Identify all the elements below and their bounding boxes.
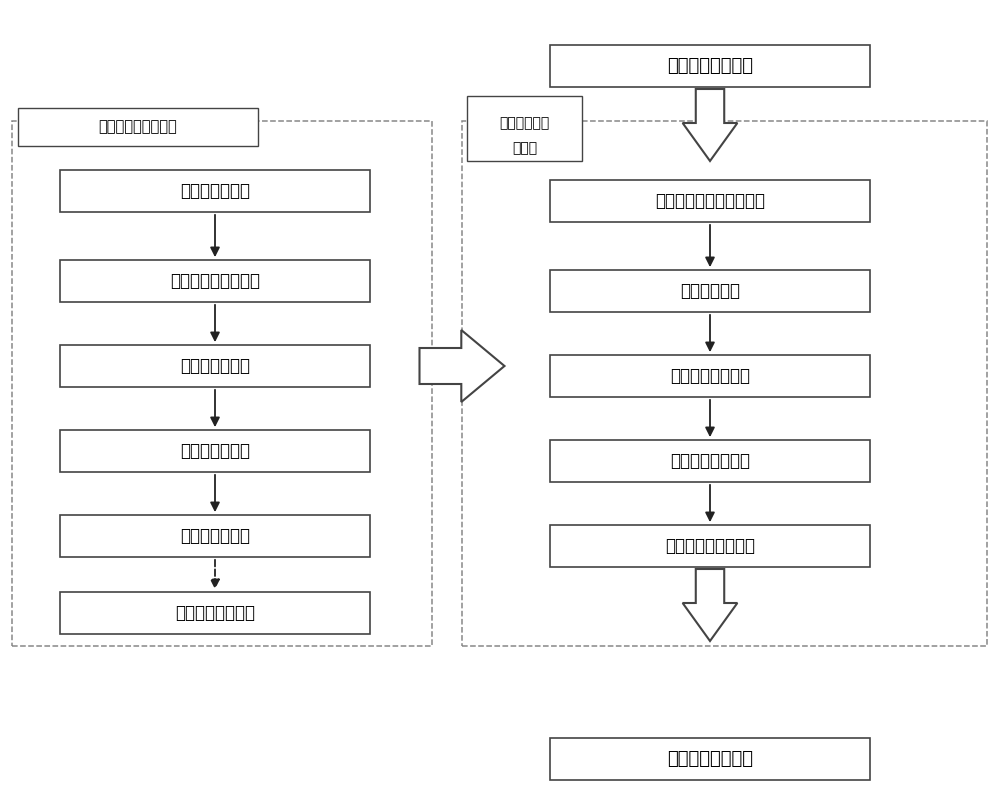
Bar bbox=[467, 96, 582, 161]
Text: 可用知识库更新: 可用知识库更新 bbox=[180, 527, 250, 545]
Bar bbox=[550, 525, 870, 567]
Text: 知识库版本升级: 知识库版本升级 bbox=[180, 442, 250, 460]
Polygon shape bbox=[683, 89, 737, 161]
Bar bbox=[60, 592, 370, 634]
Text: 重新抓取参考文献: 重新抓取参考文献 bbox=[175, 604, 255, 622]
Text: 知识库内容维护: 知识库内容维护 bbox=[180, 182, 250, 200]
Bar bbox=[550, 355, 870, 397]
Text: 知识库版本审核: 知识库版本审核 bbox=[180, 357, 250, 375]
Text: 准备生成报告数据: 准备生成报告数据 bbox=[667, 57, 753, 75]
Polygon shape bbox=[683, 569, 737, 641]
Bar bbox=[12, 121, 432, 646]
Text: 提取基因变异及位点数据: 提取基因变异及位点数据 bbox=[655, 192, 765, 210]
Text: 提取实验记录数据: 提取实验记录数据 bbox=[670, 367, 750, 385]
Bar bbox=[550, 180, 870, 222]
Bar bbox=[60, 515, 370, 557]
Text: 提取参考文献数据: 提取参考文献数据 bbox=[670, 452, 750, 470]
Text: 第二生物医学: 第二生物医学 bbox=[499, 116, 550, 131]
Text: 提取其他知识库数据: 提取其他知识库数据 bbox=[665, 537, 755, 555]
Bar bbox=[60, 170, 370, 212]
Text: 知识库历史版本追踪: 知识库历史版本追踪 bbox=[170, 272, 260, 290]
Text: 知识库: 知识库 bbox=[512, 142, 537, 155]
Bar bbox=[60, 260, 370, 302]
Bar bbox=[60, 345, 370, 387]
Bar bbox=[60, 430, 370, 472]
Bar bbox=[550, 440, 870, 482]
Polygon shape bbox=[420, 330, 505, 402]
Bar bbox=[462, 121, 987, 646]
Text: 第一生物医学知识库: 第一生物医学知识库 bbox=[99, 119, 177, 135]
Bar bbox=[550, 738, 870, 780]
Bar bbox=[550, 45, 870, 87]
Text: 提取药品数据: 提取药品数据 bbox=[680, 282, 740, 300]
Bar bbox=[18, 108, 258, 146]
Text: 自动完成报告生成: 自动完成报告生成 bbox=[667, 750, 753, 768]
Bar bbox=[550, 270, 870, 312]
